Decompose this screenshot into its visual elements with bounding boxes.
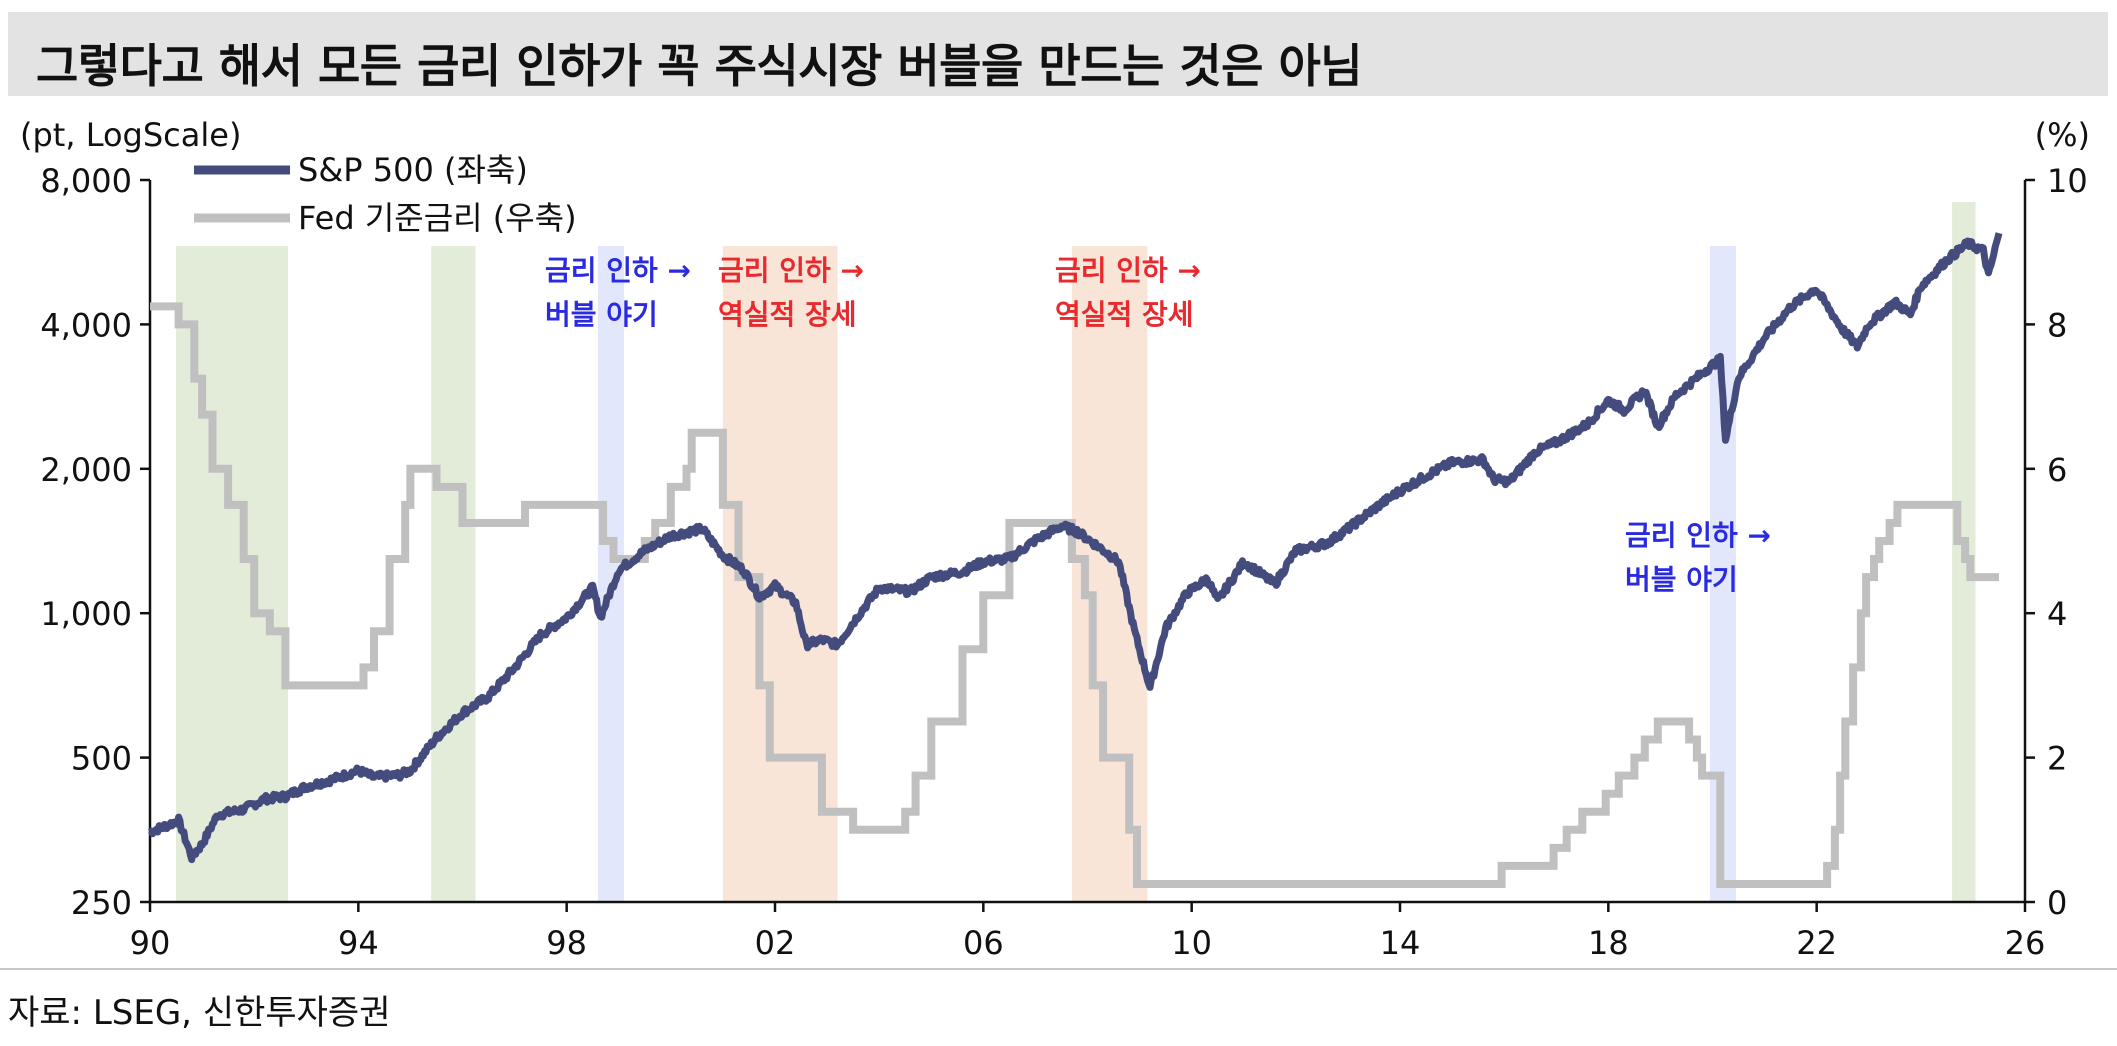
shaded-period-2 [431,246,476,902]
annotation-4-line-1: 금리 인하 → [1625,519,1771,552]
x-tick-label: 98 [546,924,587,962]
y-right-tick-label: 10 [2047,162,2088,200]
series-lines [147,232,2003,888]
source-note: 자료: LSEG, 신한투자증권 [8,993,391,1033]
y-right-tick-label: 4 [2047,595,2067,633]
legend-label-fed: Fed 기준금리 (우축) [298,199,577,237]
annotation-4-line-2: 버블 야기 [1625,563,1738,596]
y-right-tick-label: 0 [2047,884,2067,922]
y-right-tick-label: 8 [2047,306,2067,344]
source-divider [0,968,2117,970]
y-left-tick-label: 8,000 [40,162,132,200]
legend-label-sp500: S&P 500 (좌축) [298,151,528,189]
annotation-2-line-2: 역실적 장세 [718,298,857,331]
annotation-1-line-2: 버블 야기 [545,298,658,331]
x-tick-label: 06 [963,924,1004,962]
y-left-axis-label: (pt, LogScale) [20,116,241,154]
x-tick-label: 14 [1380,924,1421,962]
legend: S&P 500 (좌축) Fed 기준금리 (우축) [194,151,577,237]
x-tick-label: 26 [2005,924,2046,962]
annotation-2-line-1: 금리 인하 → [718,254,864,287]
x-tick-label: 22 [1796,924,1837,962]
x-tick-label: 10 [1171,924,1212,962]
y-left-tick-label: 500 [71,740,132,778]
x-tick-label: 90 [130,924,171,962]
title-bar: 그렇다고 해서 모든 금리 인하가 꼭 주식시장 버블을 만드는 것은 아님 [8,12,2108,96]
y-right-axis-label: (%) [2035,116,2090,154]
sp500-line [147,232,2003,864]
annotation-3-line-1: 금리 인하 → [1055,254,1201,287]
y-left-tick-label: 2,000 [40,451,132,489]
y-left-tick-label: 4,000 [40,306,132,344]
y-right-tick-label: 6 [2047,451,2067,489]
axes [140,178,2035,912]
fed-rate-line [150,302,1999,888]
annotation-1-line-1: 금리 인하 → [545,254,691,287]
x-tick-label: 02 [755,924,796,962]
chart-title: 그렇다고 해서 모든 금리 인하가 꼭 주식시장 버블을 만드는 것은 아님 [36,39,1363,93]
x-tick-label: 94 [338,924,379,962]
y-right-tick-label: 2 [2047,740,2067,778]
y-left-tick-label: 1,000 [40,595,132,633]
annotation-3-line-2: 역실적 장세 [1055,298,1194,331]
y-left-tick-label: 250 [71,884,132,922]
x-tick-label: 18 [1588,924,1629,962]
